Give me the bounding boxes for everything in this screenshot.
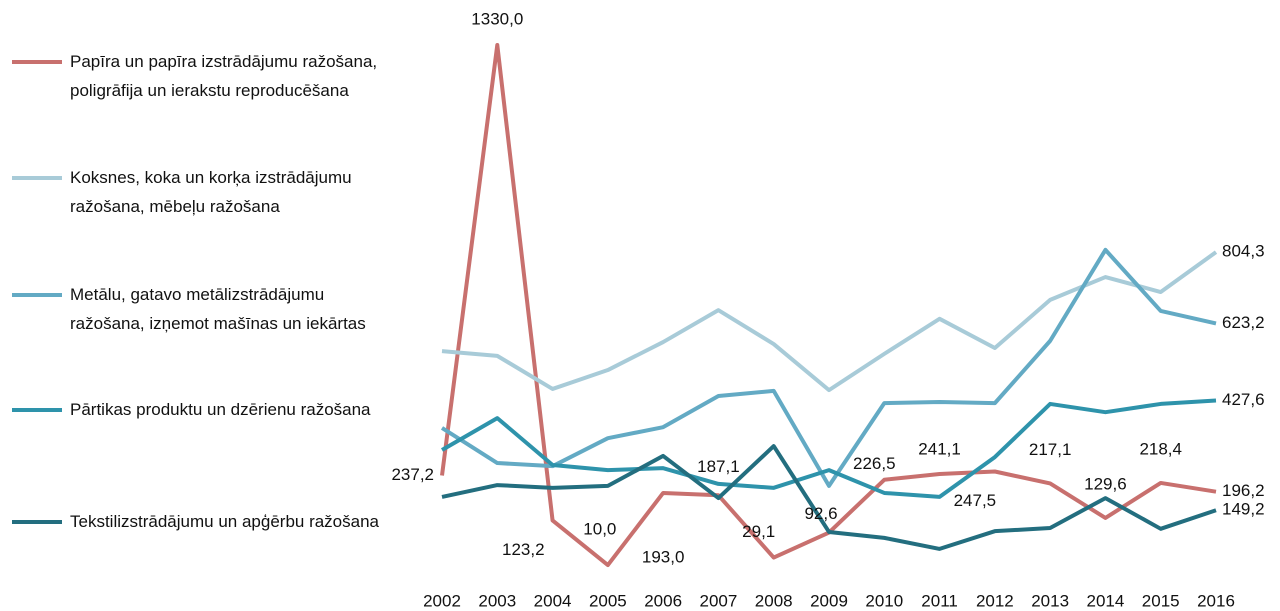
x-tick-label: 2005 xyxy=(589,591,627,610)
x-tick-label: 2003 xyxy=(478,591,516,610)
data-label: 1330,0 xyxy=(471,9,523,28)
x-tick-label: 2016 xyxy=(1197,591,1235,610)
data-label: 29,1 xyxy=(742,522,775,541)
data-label: 187,1 xyxy=(697,457,740,476)
series-line xyxy=(441,398,1217,499)
x-tick-label: 2007 xyxy=(700,591,738,610)
legend-label: Pārtikas produktu un dzērienu ražošana xyxy=(70,400,371,419)
data-label: 218,4 xyxy=(1139,439,1182,458)
legend-label: Metālu, gatavo metālizstrādājumu ražošan… xyxy=(70,285,366,333)
x-tick-label: 2006 xyxy=(644,591,682,610)
data-label: 217,1 xyxy=(1029,440,1072,459)
data-label: 247,5 xyxy=(954,491,997,510)
data-label: 129,6 xyxy=(1084,474,1127,493)
x-tick-label: 2002 xyxy=(423,591,461,610)
data-label: 226,5 xyxy=(853,454,896,473)
data-label: 149,2 xyxy=(1222,500,1265,519)
data-label: 193,0 xyxy=(642,547,685,566)
data-label: 427,6 xyxy=(1222,390,1265,409)
x-tick-label: 2009 xyxy=(810,591,848,610)
legend-label: Koksnes, koka un korķa izstrādājumu ražo… xyxy=(70,168,352,216)
series-line xyxy=(441,444,1217,551)
x-tick-label: 2008 xyxy=(755,591,793,610)
x-tick-label: 2013 xyxy=(1031,591,1069,610)
legend-label: Tekstilizstrādājumu un apģērbu ražošana xyxy=(70,512,380,531)
x-tick-label: 2004 xyxy=(534,591,572,610)
data-label: 10,0 xyxy=(583,520,616,539)
x-tick-label: 2014 xyxy=(1087,591,1125,610)
legend-label: Papīra un papīra izstrādājumu ražošana, … xyxy=(70,52,378,100)
data-label: 123,2 xyxy=(502,540,545,559)
series-line xyxy=(441,250,1218,393)
data-label: 92,6 xyxy=(804,504,837,523)
data-label: 804,3 xyxy=(1222,242,1265,261)
data-label: 237,2 xyxy=(391,465,434,484)
data-label: 196,2 xyxy=(1222,481,1265,500)
x-tick-label: 2012 xyxy=(976,591,1014,610)
data-label: 241,1 xyxy=(918,439,961,458)
x-tick-label: 2015 xyxy=(1142,591,1180,610)
data-label: 623,2 xyxy=(1222,313,1265,332)
x-tick-label: 2011 xyxy=(921,591,958,610)
series-line xyxy=(440,247,1217,488)
x-tick-label: 2010 xyxy=(865,591,903,610)
